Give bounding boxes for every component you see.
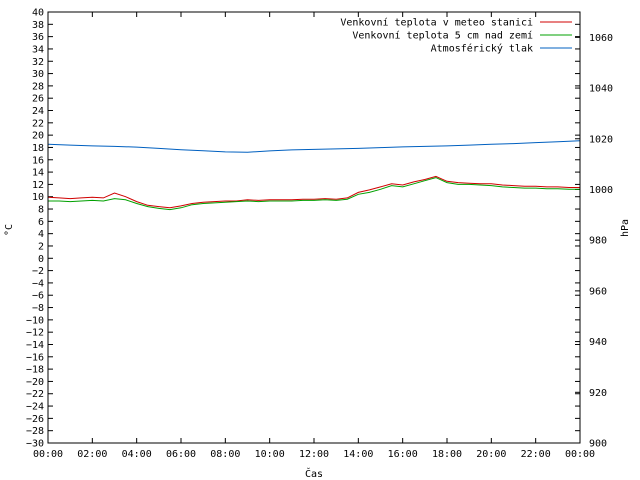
series-line-1 — [47, 175, 580, 209]
y-axis-ticks: 4038363432302826242220181614121086420−2−… — [26, 8, 580, 450]
y-tick-label: −30 — [26, 439, 44, 450]
legend: Venkovní teplota v meteo staniciVenkovní… — [340, 17, 572, 55]
legend-label: Venkovní teplota v meteo stanici — [340, 17, 533, 29]
y-tick-label: 18 — [32, 143, 44, 154]
y-tick-label: −22 — [26, 389, 44, 400]
y2-axis-label: hPa — [620, 219, 631, 237]
y2-tick-label: 940 — [589, 337, 607, 348]
y2-tick-label: 900 — [589, 439, 607, 450]
x-tick-label: 18:00 — [432, 449, 462, 460]
y-tick-label: −28 — [26, 426, 44, 437]
y-tick-label: −18 — [26, 365, 44, 376]
y-tick-label: 16 — [32, 155, 44, 166]
y-tick-label: −8 — [32, 303, 44, 314]
y-tick-label: −14 — [26, 340, 44, 351]
x-tick-label: 16:00 — [388, 449, 418, 460]
y-tick-label: 30 — [32, 69, 44, 80]
y-tick-label: −20 — [26, 377, 44, 388]
y-tick-label: 40 — [32, 8, 44, 19]
series-line-3 — [47, 140, 581, 153]
legend-label: Atmosférický tlak — [431, 43, 533, 55]
x-tick-label: 00:00 — [33, 449, 63, 460]
y-tick-label: 4 — [38, 229, 44, 240]
series-layer — [47, 140, 581, 211]
y-tick-label: −10 — [26, 315, 44, 326]
x-axis-label: Čas — [305, 467, 323, 480]
y-tick-label: 6 — [38, 217, 44, 228]
x-tick-label: 02:00 — [77, 449, 107, 460]
y2-tick-label: 1060 — [589, 33, 613, 44]
y-tick-label: −2 — [32, 266, 44, 277]
x-tick-label: 08:00 — [210, 449, 240, 460]
y-tick-label: −24 — [26, 402, 44, 413]
y-tick-label: 14 — [32, 168, 44, 179]
y-tick-label: 28 — [32, 81, 44, 92]
x-tick-label: 10:00 — [255, 449, 285, 460]
x-tick-label: 22:00 — [521, 449, 551, 460]
x-axis-ticks: 00:00 02:00 04:00 06:00 08:00 10:00 12:00 14:00… — [33, 12, 595, 460]
y-tick-label: 22 — [32, 118, 44, 129]
y-tick-label: −4 — [32, 278, 44, 289]
y2-tick-label: 1020 — [589, 134, 613, 145]
y-tick-label: −26 — [26, 414, 44, 425]
y-tick-label: 26 — [32, 94, 44, 105]
x-tick-label: 04:00 — [122, 449, 152, 460]
y2-axis-ticks: 1060 1040 1020 1000 980 960 940 920 900 — [575, 33, 613, 450]
y-tick-label: −6 — [32, 291, 44, 302]
y-tick-label: 34 — [32, 44, 44, 55]
legend-label: Venkovní teplota 5 cm nad zemí — [352, 30, 533, 42]
y2-tick-label: 1040 — [589, 84, 613, 95]
y-tick-label: −16 — [26, 352, 44, 363]
x-tick-label: 20:00 — [476, 449, 506, 460]
y-tick-label: 32 — [32, 57, 44, 68]
y2-tick-label: 960 — [589, 286, 607, 297]
y-tick-label: 38 — [32, 20, 44, 31]
y2-tick-label: 980 — [589, 236, 607, 247]
y-tick-label: 0 — [38, 254, 44, 265]
y-axis-label: °C — [4, 224, 15, 236]
plot-frame — [47, 11, 581, 444]
y2-tick-label: 920 — [589, 388, 607, 399]
y-tick-label: 2 — [38, 241, 44, 252]
y2-tick-label: 1000 — [589, 185, 613, 196]
x-tick-label: 14:00 — [343, 449, 373, 460]
x-tick-label: 00:00 — [565, 449, 595, 460]
y-tick-label: 10 — [32, 192, 44, 203]
y-tick-label: 20 — [32, 131, 44, 142]
series-line-2 — [48, 177, 580, 211]
y-tick-label: 8 — [38, 205, 44, 216]
x-tick-label: 12:00 — [299, 449, 329, 460]
y-tick-label: −12 — [26, 328, 44, 339]
y-tick-label: 36 — [32, 32, 44, 43]
y-tick-label: 12 — [32, 180, 44, 191]
x-tick-label: 06:00 — [166, 449, 196, 460]
y-tick-label: 24 — [32, 106, 44, 117]
